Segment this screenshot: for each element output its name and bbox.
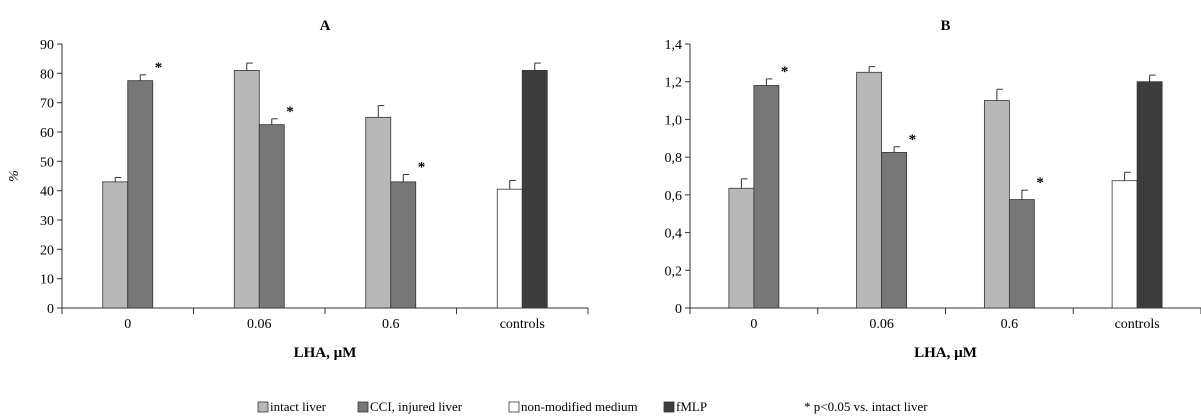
bar (881, 152, 908, 309)
significance-star: * (286, 104, 294, 120)
y-tick-label: 70 (40, 97, 54, 112)
bar (753, 85, 780, 309)
chart-b: B 0 0,2 0,4 0,6 0,8 1,0 1,2 1,4 0 0.06 0.6 controls L… (665, 18, 1201, 361)
bar (521, 70, 548, 309)
legend-label-non-modified-medium: non-modified medium (521, 399, 638, 414)
y-tick-label: 0,4 (665, 227, 683, 242)
chart-a: A 0 10 20 30 40 50 60 70 80 90% 0 0.06 0.6 controls LHA… (7, 18, 589, 361)
legend-swatch-cci-injured-liver (357, 401, 369, 413)
y-tick-label: 0 (47, 302, 54, 317)
bar (496, 188, 523, 309)
bar (1136, 81, 1163, 309)
legend-swatch-non-modified-medium (508, 401, 520, 413)
bar (102, 181, 129, 309)
y-axis-label: % (7, 170, 22, 182)
significance-star: * (418, 160, 426, 176)
x-tick-label: controls (1115, 317, 1160, 332)
legend-label-intact-liver: intact liver (270, 399, 327, 414)
significance-star: * (155, 60, 163, 76)
bar (983, 100, 1010, 309)
bar (258, 124, 285, 309)
y-tick-label: 50 (40, 155, 54, 170)
y-tick-label: 80 (40, 67, 54, 82)
y-tick-label: 30 (40, 214, 54, 229)
legend-swatch-fmlp (663, 401, 675, 413)
significance-star: * (1036, 175, 1044, 191)
x-axis-label: LHA, µM (914, 345, 977, 361)
x-tick-label: 0.6 (382, 317, 400, 332)
bar (233, 70, 260, 309)
legend: intact liver CCI, injured liver non-modi… (257, 399, 928, 414)
x-tick-label: 0.06 (869, 317, 894, 332)
x-tick-label: controls (500, 317, 545, 332)
legend-swatch-intact-liver (257, 401, 269, 413)
bar (856, 71, 883, 309)
y-tick-label: 0,6 (665, 189, 683, 204)
y-tick-label: 40 (40, 185, 54, 200)
y-tick-label: 0,8 (665, 151, 683, 166)
legend-label-fmlp: fMLP (676, 399, 707, 414)
chart-title: A (320, 18, 331, 34)
bar (1111, 180, 1138, 309)
bar (390, 181, 417, 309)
significance-star: * (909, 132, 917, 148)
x-axis-label: LHA, µM (294, 345, 357, 361)
significance-note: * p<0.05 vs. intact liver (804, 399, 928, 414)
y-tick-label: 1,4 (665, 38, 683, 53)
significance-star: * (781, 64, 789, 80)
x-tick-label: 0.6 (1001, 317, 1019, 332)
legend-label-cci-injured-liver: CCI, injured liver (370, 399, 463, 414)
y-tick-label: 0 (675, 302, 682, 317)
bar (365, 116, 392, 309)
bar (127, 80, 154, 309)
y-tick-label: 20 (40, 243, 54, 258)
bar (728, 187, 755, 309)
y-tick-label: 60 (40, 126, 54, 141)
bar (1008, 199, 1035, 309)
chart-title: B (940, 18, 950, 34)
y-tick-label: 0,2 (665, 264, 683, 279)
y-tick-label: 1,0 (665, 113, 683, 128)
y-tick-label: 1,2 (665, 76, 683, 91)
x-tick-label: 0 (124, 317, 131, 332)
x-tick-label: 0 (750, 317, 757, 332)
y-tick-label: 90 (40, 38, 54, 53)
x-tick-label: 0.06 (247, 317, 272, 332)
y-tick-label: 10 (40, 273, 54, 288)
